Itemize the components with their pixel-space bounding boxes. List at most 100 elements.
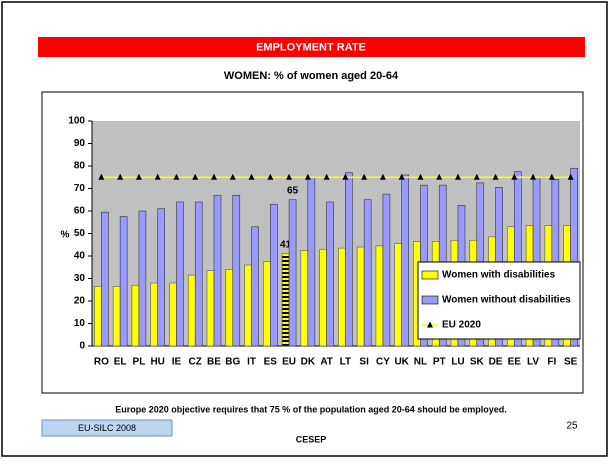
header: EMPLOYMENT RATE — [256, 41, 366, 53]
bar — [157, 208, 165, 347]
marker — [229, 173, 236, 180]
bar — [169, 282, 177, 347]
bar — [363, 199, 372, 347]
x-tick-label: AT — [320, 357, 333, 368]
marker — [379, 173, 386, 180]
source: EU-SILC 2008 — [78, 423, 136, 433]
bar — [394, 243, 402, 347]
y-tick-label: 40 — [74, 251, 86, 262]
bar — [338, 247, 346, 347]
x-tick-label: FI — [547, 357, 556, 368]
bar — [101, 211, 109, 347]
marker — [211, 173, 217, 180]
data-label: 65 — [287, 185, 299, 196]
bar — [112, 286, 121, 347]
marker — [173, 173, 180, 180]
bar — [131, 284, 140, 347]
bar — [514, 171, 522, 347]
bar — [150, 282, 158, 347]
x-tick-label: PL — [133, 357, 146, 368]
x-tick-label: HU — [150, 357, 164, 368]
page-number: 25 — [566, 421, 578, 432]
marker — [117, 173, 124, 180]
bar — [270, 203, 278, 347]
y-tick-label: 20 — [74, 296, 86, 307]
bar — [300, 250, 309, 347]
bar — [319, 248, 327, 347]
x-tick-label: IE — [172, 357, 182, 368]
bar — [307, 176, 316, 347]
marker — [267, 173, 274, 180]
marker — [323, 173, 330, 180]
bar — [213, 194, 222, 347]
legend-label: Women with disabilities — [442, 270, 556, 281]
x-tick-label: PT — [433, 357, 446, 368]
x-tick-label: RO — [94, 357, 109, 368]
x-tick-label: EE — [508, 357, 522, 368]
y-tick-label: 30 — [74, 273, 86, 284]
y-tick-label: 60 — [74, 206, 86, 217]
marker — [436, 173, 443, 180]
marker — [473, 173, 480, 180]
marker — [548, 173, 555, 180]
marker — [304, 173, 311, 180]
legend-label: EU 2020 — [442, 320, 481, 331]
y-tick-label: 0 — [79, 341, 85, 352]
bar — [345, 172, 353, 347]
y-tick-label: 50 — [74, 228, 86, 239]
x-tick-label: SK — [470, 357, 485, 368]
x-tick-label: BG — [225, 357, 240, 368]
bar — [244, 264, 252, 347]
legend-swatch — [421, 270, 439, 280]
bar — [263, 261, 271, 347]
x-tick-label: SE — [564, 357, 578, 368]
bar — [94, 286, 102, 347]
bar — [225, 269, 234, 347]
marker — [511, 173, 518, 180]
marker — [567, 173, 574, 180]
marker — [98, 173, 105, 180]
marker — [492, 173, 499, 180]
y-axis-label: % — [61, 230, 70, 241]
marker — [248, 173, 255, 180]
marker — [342, 173, 349, 180]
marker — [398, 173, 405, 180]
x-tick-label: CY — [376, 357, 390, 368]
bar — [138, 210, 147, 347]
x-tick-label: IT — [247, 357, 256, 368]
x-tick-label: DK — [301, 357, 316, 368]
x-tick-label: UK — [394, 357, 409, 368]
marker — [361, 173, 368, 180]
org: CESEP — [296, 434, 327, 444]
bar — [206, 270, 215, 347]
x-tick-label: DE — [489, 357, 503, 368]
x-tick-label: EU — [282, 357, 296, 368]
bar — [281, 253, 290, 347]
y-tick-label: 80 — [74, 161, 86, 172]
note: Europe 2020 objective requires that 75 %… — [115, 404, 507, 414]
bar — [251, 226, 259, 347]
y-tick-label: 100 — [68, 116, 85, 127]
marker — [192, 173, 199, 180]
x-tick-label: SI — [359, 357, 369, 368]
marker — [286, 173, 293, 180]
legend-marker — [427, 321, 433, 328]
marker — [455, 173, 461, 180]
x-tick-label: ES — [264, 357, 278, 368]
bar — [176, 201, 184, 347]
x-tick-label: CZ — [189, 357, 202, 368]
chart-title: WOMEN: % of women aged 20-64 — [224, 70, 399, 82]
x-tick-label: NL — [414, 357, 427, 368]
bar — [401, 174, 409, 347]
bar — [326, 201, 334, 347]
bar — [187, 274, 196, 347]
x-tick-label: LT — [340, 357, 351, 368]
bar — [119, 216, 128, 347]
x-tick-label: EL — [114, 357, 127, 368]
legend-swatch — [421, 295, 439, 305]
x-tick-label: BE — [207, 357, 221, 368]
y-tick-label: 70 — [74, 183, 86, 194]
legend-label: Women without disabilities — [442, 295, 571, 306]
legend-box — [417, 261, 581, 340]
bar — [375, 245, 384, 347]
